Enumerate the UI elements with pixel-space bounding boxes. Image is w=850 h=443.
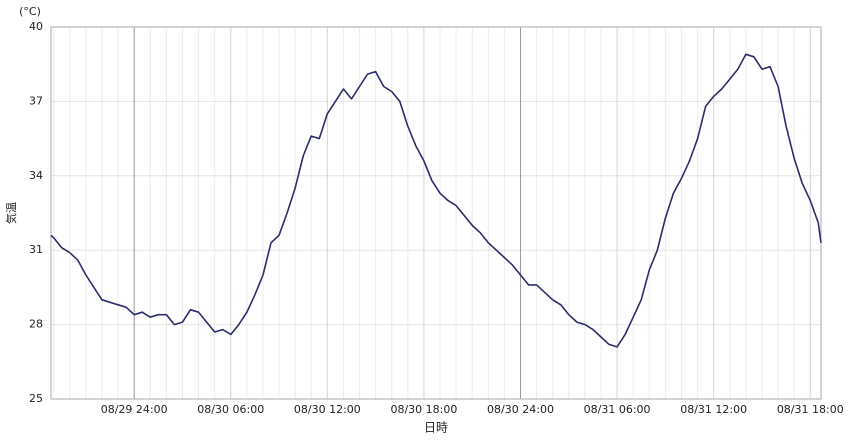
x-tick-label: 08/30 06:00: [197, 403, 264, 416]
x-axis-label: 日時: [424, 421, 448, 435]
y-tick-label: 40: [29, 20, 43, 33]
x-tick-label: 08/30 18:00: [390, 403, 457, 416]
plot-frame: [50, 26, 822, 400]
y-tick-label: 37: [29, 94, 43, 107]
x-tick-label: 08/31 06:00: [584, 403, 651, 416]
y-axis-label: 気温: [4, 202, 18, 224]
x-tick-label: 08/29 24:00: [101, 403, 168, 416]
line: [50, 53, 822, 348]
x-tick-label: 08/30 12:00: [294, 403, 361, 416]
y-unit: (°C): [19, 5, 41, 18]
y-tick-label: 25: [29, 392, 43, 405]
y-tick-label: 31: [29, 243, 43, 256]
x-tick-label: 08/31 12:00: [680, 403, 747, 416]
y-tick-label: 28: [29, 318, 43, 331]
x-tick-label: 08/30 24:00: [487, 403, 554, 416]
x-tick-label: 08/31 18:00: [777, 403, 844, 416]
y-tick-label: 34: [29, 169, 43, 182]
